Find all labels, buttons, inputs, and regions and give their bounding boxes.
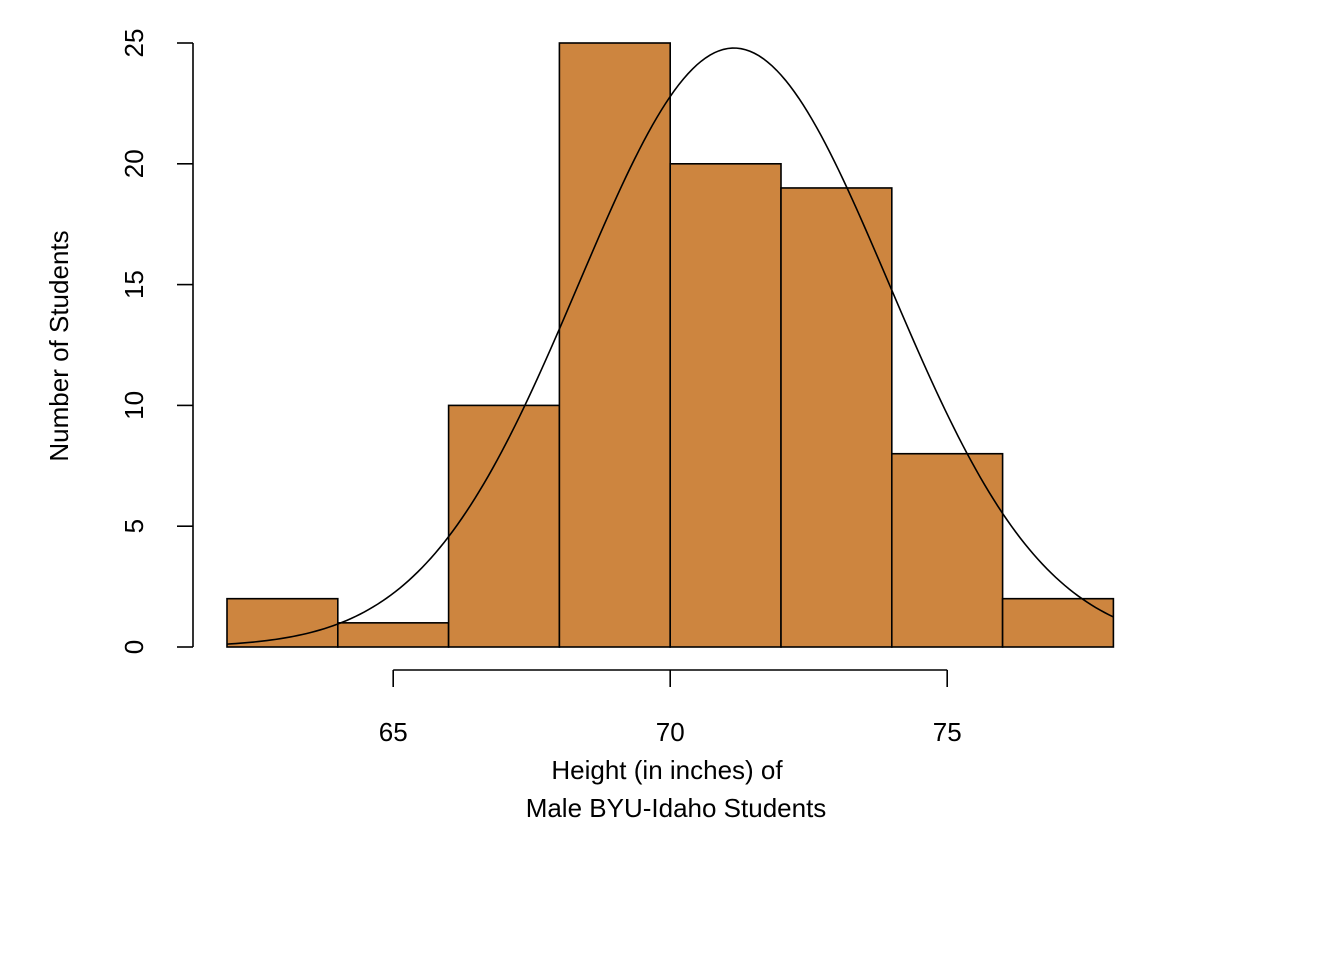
y-axis: 0 5 10 15 20 25 [119, 29, 194, 654]
y-tick-label-25: 25 [119, 29, 149, 58]
histogram-bar-6 [780, 187, 893, 648]
normal-curve [226, 47, 1114, 645]
x-tick-label-75: 75 [933, 717, 962, 747]
histogram-bar-8 [1001, 597, 1115, 648]
y-tick-label-20: 20 [119, 149, 149, 178]
histogram-bar-2 [336, 622, 450, 648]
x-axis-title-line-1: Height (in inches) of [551, 755, 783, 785]
histogram-bar-5 [669, 163, 782, 648]
histogram-bar-1 [226, 597, 339, 648]
x-axis-title-line-2: Male BYU-Idaho Students [526, 793, 827, 823]
x-tick-label-70: 70 [656, 717, 685, 747]
histogram-bar-7 [890, 452, 1004, 648]
y-tick-label-0: 0 [119, 640, 149, 654]
y-tick-label-5: 5 [119, 519, 149, 533]
histogram-bar-4 [558, 42, 672, 648]
x-axis: 65 70 75 [379, 669, 962, 747]
y-tick-label-15: 15 [119, 270, 149, 299]
y-axis-title: Number of Students [44, 230, 74, 461]
histogram-bars [226, 42, 1115, 648]
x-tick-label-65: 65 [379, 717, 408, 747]
y-tick-label-10: 10 [119, 391, 149, 420]
histogram-bar-3 [447, 404, 561, 648]
